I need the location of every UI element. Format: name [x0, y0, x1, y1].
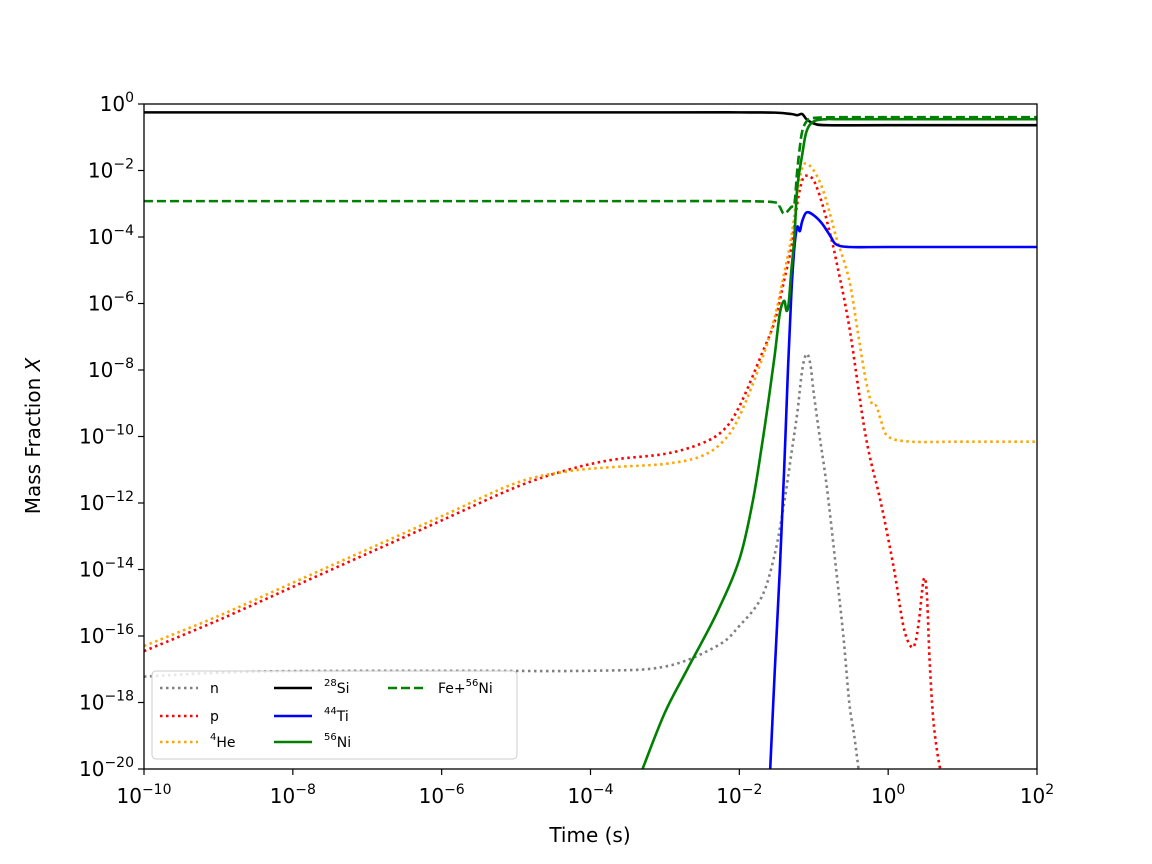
x-tick-label-4: 10−2	[716, 782, 762, 808]
x-tick-label-1: 10−8	[270, 782, 316, 808]
x-tick-label-5: 100	[871, 782, 905, 808]
y-tick-label-10: 10−20	[79, 755, 134, 781]
y-axis-label-variable: X	[21, 356, 45, 372]
legend-label-5: 56Ni	[324, 732, 351, 751]
y-tick-label-9: 10−18	[79, 689, 134, 715]
series-line-3	[144, 111, 1037, 127]
legend-label-3: 28Si	[324, 678, 350, 697]
series-line-2	[144, 162, 1037, 648]
y-tick-label-2: 10−4	[88, 223, 134, 249]
y-axis-label: Mass Fraction X	[21, 356, 45, 514]
y-tick-label-3: 10−6	[88, 290, 134, 316]
y-tick-label-7: 10−14	[79, 556, 134, 582]
y-tick-label-4: 10−8	[88, 356, 134, 382]
legend-label-0: n	[210, 681, 219, 697]
series-line-0	[144, 352, 860, 769]
legend-label-1: p	[210, 709, 219, 725]
legend: np 4He 28Si 44Ti 56Ni Fe+56Ni	[151, 670, 518, 760]
x-tick-label-3: 10−4	[567, 782, 613, 808]
plot-frame	[143, 103, 1038, 770]
y-axis-label-text: Mass Fraction	[21, 371, 45, 514]
legend-frame	[151, 670, 518, 760]
y-tick-label-6: 10−12	[79, 489, 134, 515]
y-axis: 100 10−2 10−4 10−6 10−8 10−10 10−12 10−14 10−16 1…	[79, 90, 144, 781]
series-line-4	[768, 210, 1037, 769]
x-tick-label-2: 10−6	[419, 782, 465, 808]
x-tick-label-6: 102	[1020, 782, 1054, 808]
series-line-5	[641, 117, 1037, 769]
series-line-1	[144, 174, 942, 769]
x-axis: 10−10 10−8 10−6 10−4 10−2 100 102	[117, 769, 1054, 808]
legend-label-4: 44Ti	[324, 706, 349, 725]
y-tick-label-1: 10−2	[88, 157, 134, 183]
x-tick-label-0: 10−10	[117, 782, 172, 808]
x-axis-label: Time (s)	[548, 823, 630, 847]
y-tick-label-5: 10−10	[79, 423, 134, 449]
legend-label-6: Fe+56Ni	[438, 678, 493, 697]
y-tick-label-0: 100	[100, 90, 134, 116]
legend-label-2: 4He	[210, 732, 236, 751]
series-line-6	[144, 115, 1037, 216]
y-tick-label-8: 10−16	[79, 622, 134, 648]
series-layer	[144, 111, 1037, 769]
